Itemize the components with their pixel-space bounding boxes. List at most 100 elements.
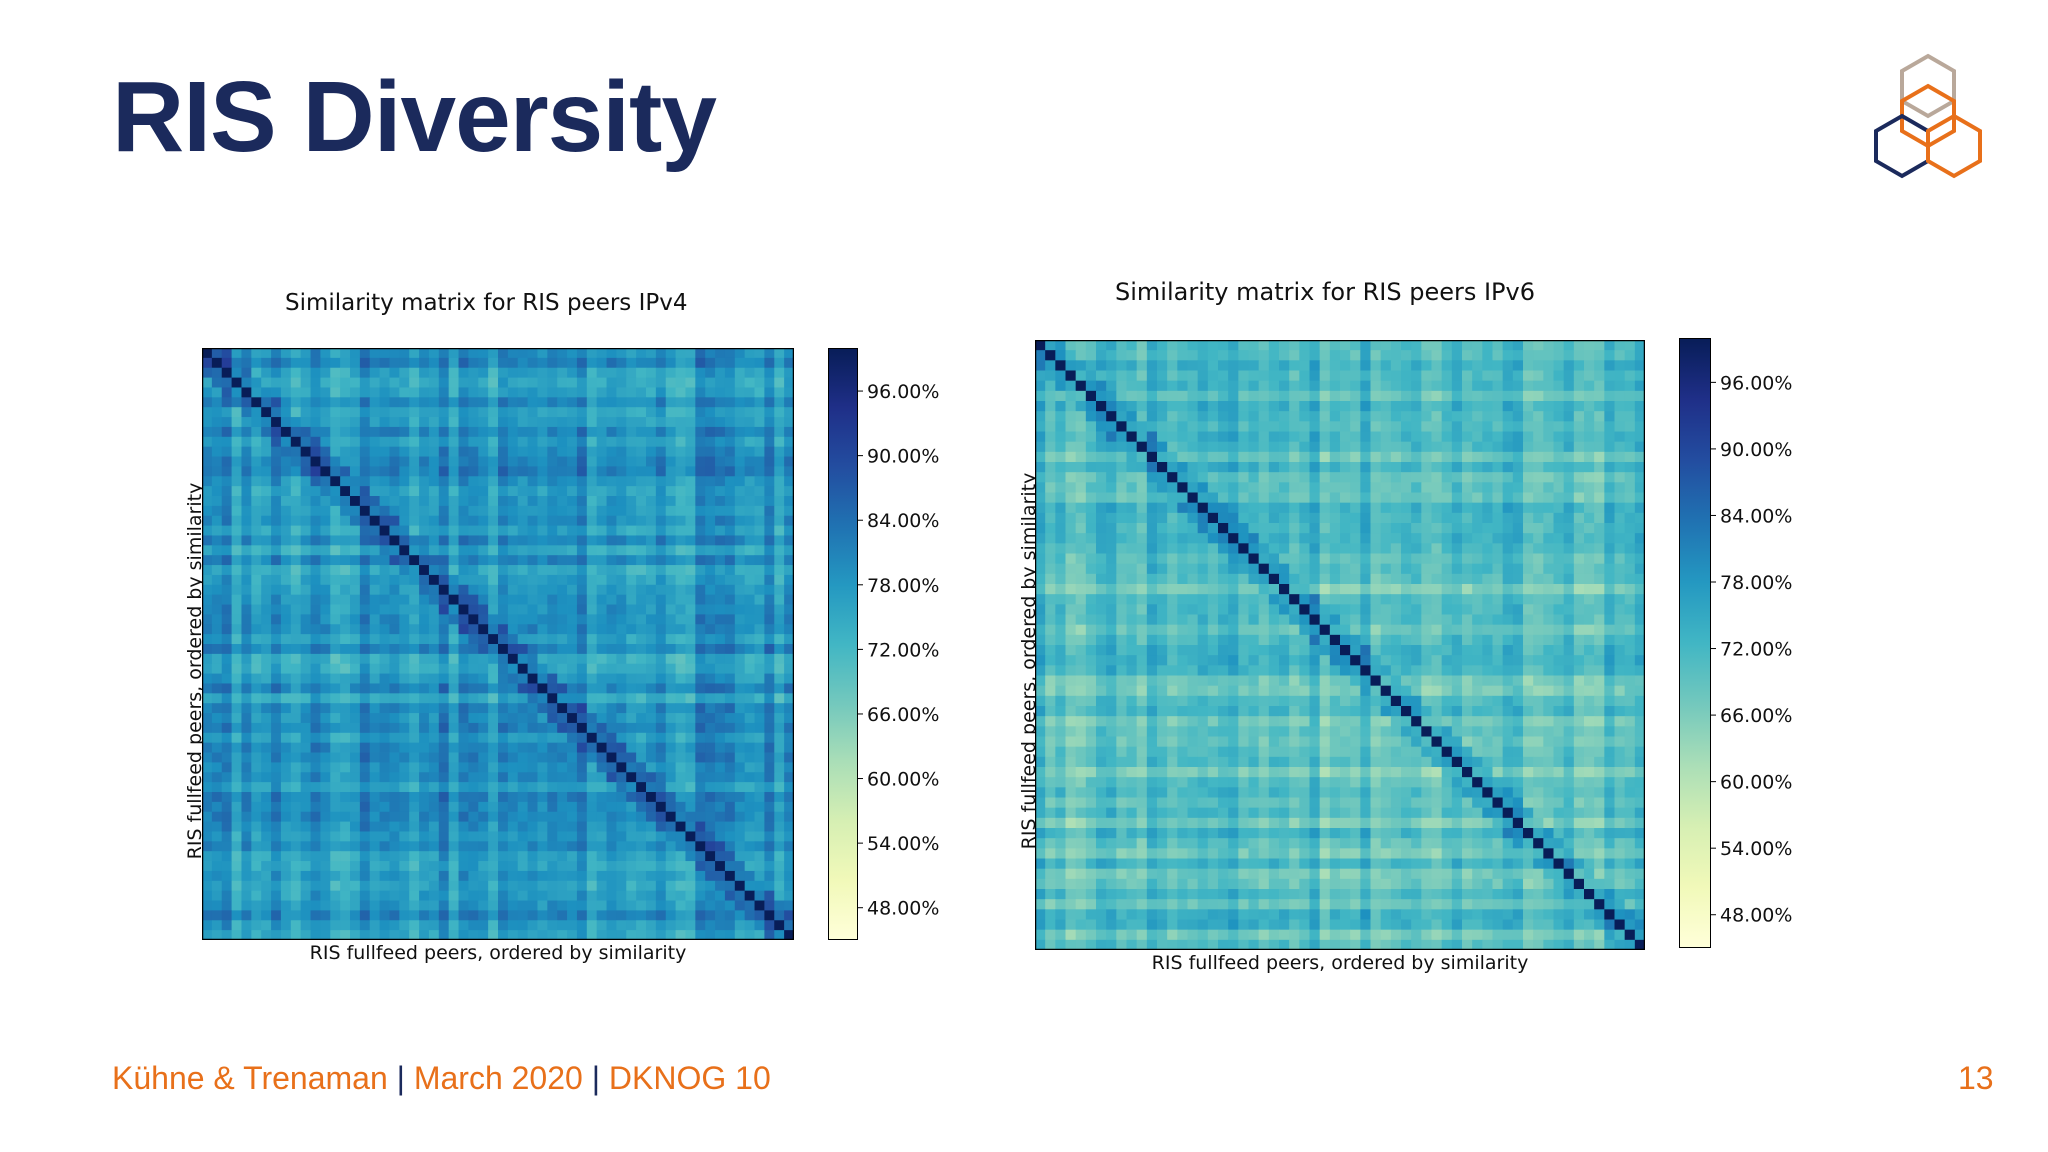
heatmap-cell (221, 614, 232, 625)
heatmap-cell (1035, 533, 1046, 544)
heatmap-cell (754, 831, 765, 842)
heatmap-cell (1563, 401, 1575, 412)
heatmap-cell (468, 693, 479, 704)
heatmap-cell (774, 762, 785, 773)
heatmap-cell (231, 525, 242, 536)
heatmap-cell (221, 476, 232, 487)
heatmap-cell (784, 772, 794, 783)
heatmap-cell (1472, 563, 1483, 575)
heatmap-cell (280, 801, 292, 813)
heatmap-cell (1543, 360, 1554, 371)
heatmap-cell (1380, 543, 1392, 554)
heatmap-cell (300, 782, 311, 793)
heatmap-cell (517, 900, 528, 911)
heatmap-cell (261, 880, 272, 892)
heatmap-cell (359, 397, 371, 408)
heatmap-cell (1340, 370, 1351, 382)
heatmap-cell (1451, 401, 1463, 412)
heatmap-cell (330, 880, 341, 892)
heatmap-cell (754, 456, 765, 467)
heatmap-cell (724, 673, 736, 684)
heatmap-cell (468, 703, 479, 714)
heatmap-cell (616, 476, 627, 487)
heatmap-cell (498, 397, 509, 408)
heatmap-cell (488, 920, 499, 931)
heatmap-cell (705, 811, 716, 822)
heatmap-cell (616, 614, 627, 625)
heatmap-cell (744, 653, 755, 665)
heatmap-cell (675, 594, 686, 605)
heatmap-cell (428, 910, 440, 921)
heatmap-cell (1319, 462, 1331, 473)
heatmap-cell (655, 831, 667, 842)
heatmap-cell (616, 348, 627, 359)
heatmap-cell (1350, 512, 1361, 524)
heatmap-cell (655, 811, 667, 822)
heatmap-cell (1533, 451, 1544, 463)
heatmap-cell (1106, 441, 1117, 453)
heatmap-cell (241, 397, 252, 408)
heatmap-cell (626, 870, 637, 882)
heatmap-cell (1157, 502, 1168, 514)
heatmap-cell (675, 348, 686, 359)
heatmap-cell (537, 703, 548, 714)
heatmap-cell (754, 535, 765, 546)
heatmap-cell (251, 535, 262, 546)
heatmap-cell (576, 486, 588, 497)
heatmap-cell (547, 594, 558, 605)
heatmap-cell (527, 841, 538, 852)
heatmap-cell (715, 357, 726, 369)
heatmap-cell (734, 870, 746, 882)
heatmap-cell (1126, 472, 1138, 483)
heatmap-cell (685, 574, 696, 586)
heatmap-cell (221, 841, 232, 852)
heatmap-cell (1228, 543, 1239, 554)
heatmap-cell (498, 367, 509, 378)
heatmap-cell (330, 604, 341, 615)
heatmap-cell (557, 851, 568, 862)
heatmap-cell (1218, 431, 1229, 443)
heatmap-cell (379, 565, 390, 576)
heatmap-cell (1207, 462, 1219, 473)
heatmap-cell (636, 930, 647, 940)
heatmap-cell (1309, 533, 1321, 544)
heatmap-cell (1472, 492, 1483, 504)
heatmap-cell (1563, 462, 1575, 473)
heatmap-cell (695, 870, 706, 882)
heatmap-cell (1289, 380, 1300, 392)
heatmap-cell (448, 535, 459, 546)
heatmap-cell (1584, 390, 1595, 402)
heatmap-cell (646, 821, 657, 832)
heatmap-cell (468, 387, 479, 398)
heatmap-cell (636, 851, 647, 862)
heatmap-cell (675, 476, 686, 487)
heatmap-cell (616, 644, 627, 655)
heatmap-cell (655, 732, 667, 744)
heatmap-cell (409, 565, 420, 576)
heatmap-cell (379, 703, 390, 714)
heatmap-cell (567, 466, 578, 477)
heatmap-cell (685, 772, 696, 783)
heatmap-cell (655, 367, 667, 378)
heatmap-cell (744, 594, 755, 605)
heatmap-cell (527, 722, 538, 734)
heatmap-cell (1106, 533, 1117, 544)
heatmap-cell (1187, 451, 1199, 463)
heatmap-cell (1360, 492, 1371, 504)
heatmap-cell (261, 486, 272, 497)
heatmap-cell (1096, 533, 1107, 544)
heatmap-cell (231, 663, 242, 674)
heatmap-cell (498, 663, 509, 674)
heatmap-cell (340, 742, 351, 753)
heatmap-cell (606, 703, 617, 714)
heatmap-cell (389, 417, 400, 428)
heatmap-cell (211, 436, 223, 448)
heatmap-cell (419, 653, 430, 665)
heatmap-cell (409, 831, 420, 842)
heatmap-cell (724, 367, 736, 378)
heatmap-cell (764, 742, 775, 753)
heatmap-cell (547, 456, 558, 467)
heatmap-cell (1126, 492, 1138, 504)
heatmap-cell (695, 584, 706, 596)
heatmap-cell (1197, 502, 1209, 514)
